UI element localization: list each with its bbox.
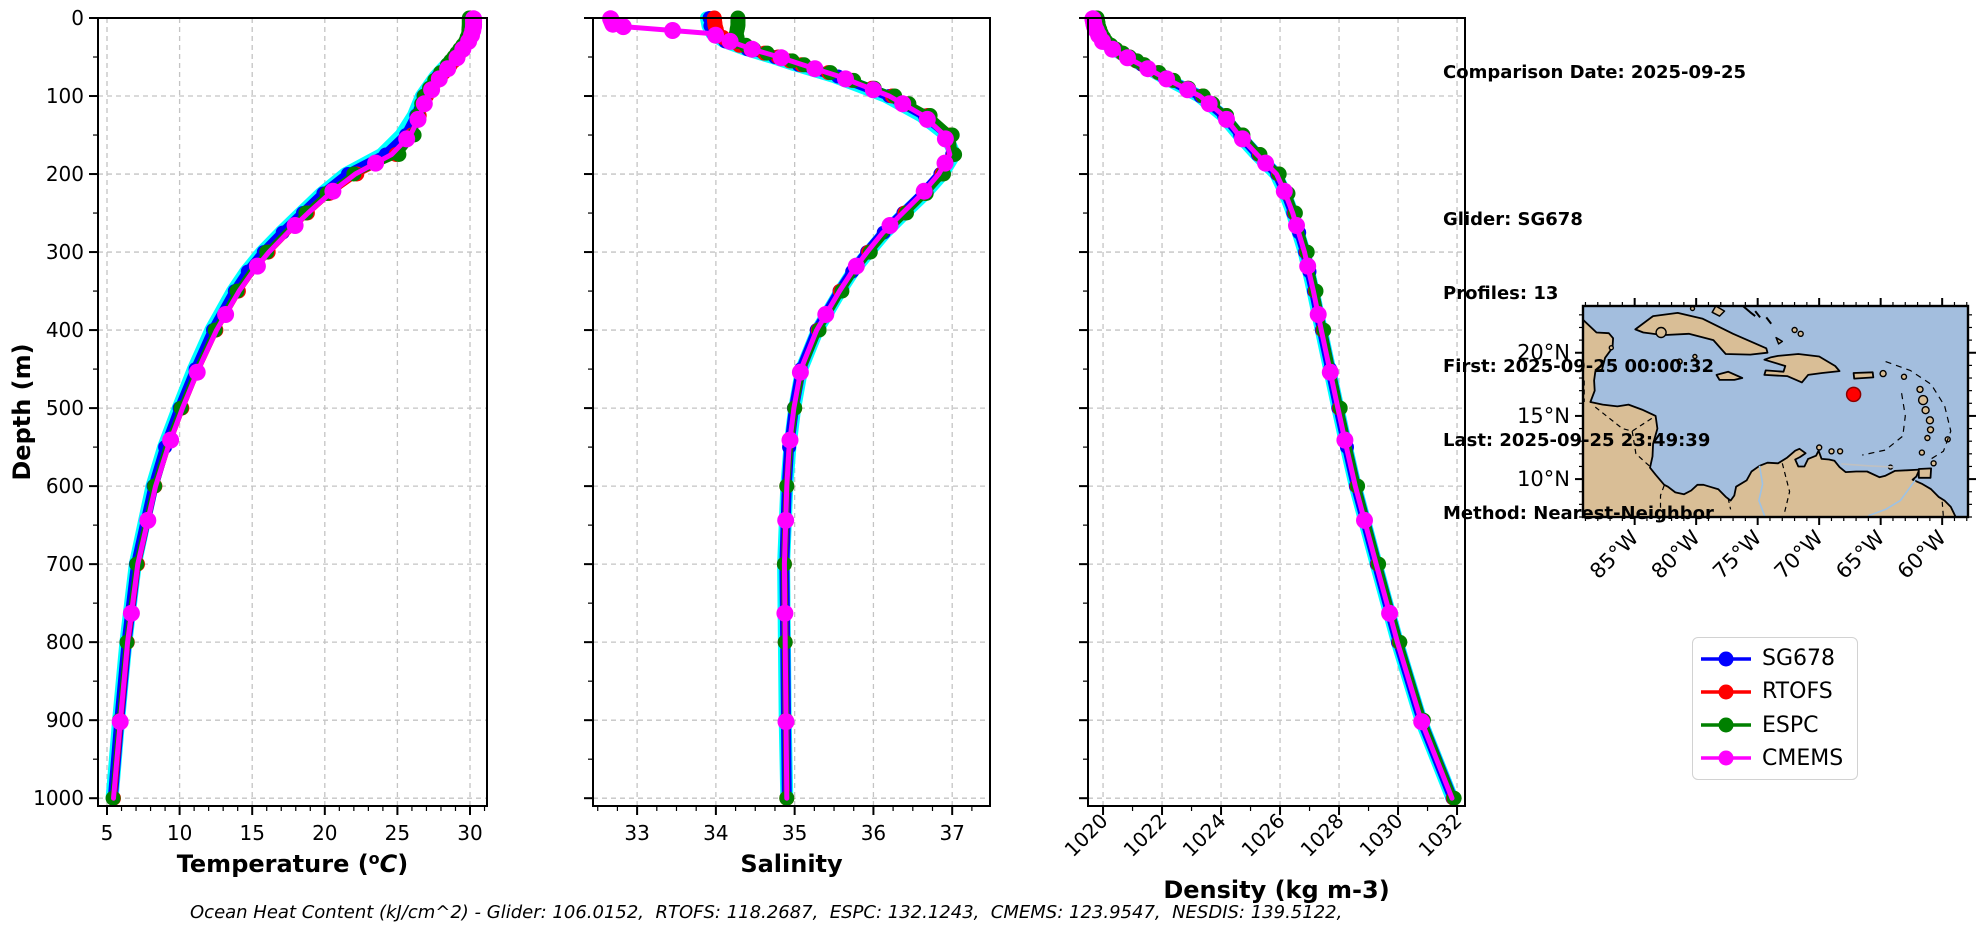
series-markers-CMEMS [602, 10, 954, 731]
y-tick-label: 900 [46, 708, 84, 732]
series-markers-CMEMS [1084, 10, 1431, 731]
map-lon-tick-label: 60°W [1893, 525, 1951, 583]
map-lon-tick-label: 65°W [1831, 525, 1889, 583]
y-tick-label: 700 [46, 552, 84, 576]
map-lat-tick-label: 10°N [1517, 467, 1570, 491]
x-tick-label: 15 [239, 821, 264, 845]
legend-label: SG678 [1762, 646, 1836, 672]
x-tick-label: 30 [457, 821, 482, 845]
legend-item-RTOFS: RTOFS [1699, 679, 1851, 704]
x-tick-label: 37 [939, 821, 964, 845]
density-axis-label: Density (kg m-3) [1163, 876, 1389, 904]
x-tick-label: 1032 [1414, 809, 1467, 862]
temperature-plot: 5 10 15 20 25 3001002003004005006007008009001… [33, 6, 488, 878]
x-tick-label: 10 [167, 821, 192, 845]
y-tick-label: 500 [46, 396, 84, 420]
info-spacer [1443, 135, 1746, 160]
map-lat-tick-label: 20°N [1517, 341, 1570, 365]
ticks [1079, 17, 1459, 815]
x-tick-label: 1028 [1296, 809, 1349, 862]
y-axis-label: Depth (m) [8, 343, 36, 480]
x-tick-label: 1022 [1119, 809, 1172, 862]
map-lon-tick-label: 70°W [1770, 525, 1828, 583]
y-tick-label: 100 [46, 84, 84, 108]
glider-id: Glider: SG678 [1443, 209, 1583, 230]
map-ticks [1575, 298, 1976, 525]
legend-item-CMEMS: CMEMS [1699, 746, 1851, 771]
salinity-axis-label: Salinity [740, 850, 843, 878]
ticks [89, 17, 486, 815]
glider-location-marker [1845, 386, 1862, 403]
x-tick-label: 20 [312, 821, 337, 845]
legend-label: ESPC [1762, 712, 1819, 738]
x-tick-label: 33 [624, 821, 649, 845]
x-tick-label: 34 [703, 821, 728, 845]
map-lat-tick-label: 15°N [1517, 404, 1570, 428]
temperature-axis-label: Temperature (oC) [177, 849, 409, 878]
legend-label: CMEMS [1762, 745, 1844, 771]
legend-item-SG678: SG678 [1699, 646, 1851, 671]
ocean-heat-content-annotation: Ocean Heat Content (kJ/cm^2) - Glider: 1… [190, 902, 1343, 923]
y-tick-label: 200 [46, 162, 84, 186]
legend-label: RTOFS [1762, 679, 1833, 705]
legend-marker-CMEMS [1701, 750, 1751, 766]
legend-marker-SG678 [1701, 651, 1751, 667]
legend-item-ESPC: ESPC [1699, 713, 1851, 738]
y-tick-label: 300 [46, 240, 84, 264]
method: Method: Nearest-Neighbor [1443, 503, 1714, 524]
density-plot: 1020 1022 1024 1026 1028 1030 1032 Density (kg … [1060, 10, 1467, 904]
map-land [1583, 306, 1957, 517]
y-tick-label: 400 [46, 318, 84, 342]
first-profile-time: First: 2025-09-25 00:00:32 [1443, 356, 1715, 377]
series-line-CMEMS [607, 15, 953, 801]
x-tick-label: 36 [861, 821, 886, 845]
salinity-plot: 33 34 35 36 37 Salinity [584, 10, 991, 878]
y-tick-label: 0 [71, 6, 84, 30]
y-tick-label: 600 [46, 474, 84, 498]
last-profile-time: Last: 2025-09-25 23:49:39 [1443, 429, 1711, 451]
ticks [584, 17, 973, 815]
legend-marker-RTOFS [1701, 684, 1751, 700]
y-tick-label: 800 [46, 630, 84, 654]
info-panel: Comparison Date: 2025-09-25 Glider: SG67… [1443, 12, 1746, 551]
x-tick-label: 1020 [1060, 809, 1113, 862]
y-tick-label: 1000 [33, 786, 84, 810]
x-tick-label: 35 [782, 821, 807, 845]
comparison-date: Comparison Date: 2025-09-25 [1443, 62, 1747, 83]
legend: SG678 RTOFS ESPC CMEMS [1692, 637, 1858, 780]
x-tick-label: 5 [101, 821, 114, 845]
x-tick-label: 1030 [1355, 809, 1408, 862]
series-markers-CMEMS [111, 10, 483, 731]
x-tick-label: 1024 [1178, 809, 1231, 862]
x-tick-label: 1026 [1237, 809, 1290, 862]
legend-marker-ESPC [1701, 717, 1751, 733]
x-tick-label: 25 [385, 821, 410, 845]
profiles-count: Profiles: 13 [1443, 282, 1559, 304]
